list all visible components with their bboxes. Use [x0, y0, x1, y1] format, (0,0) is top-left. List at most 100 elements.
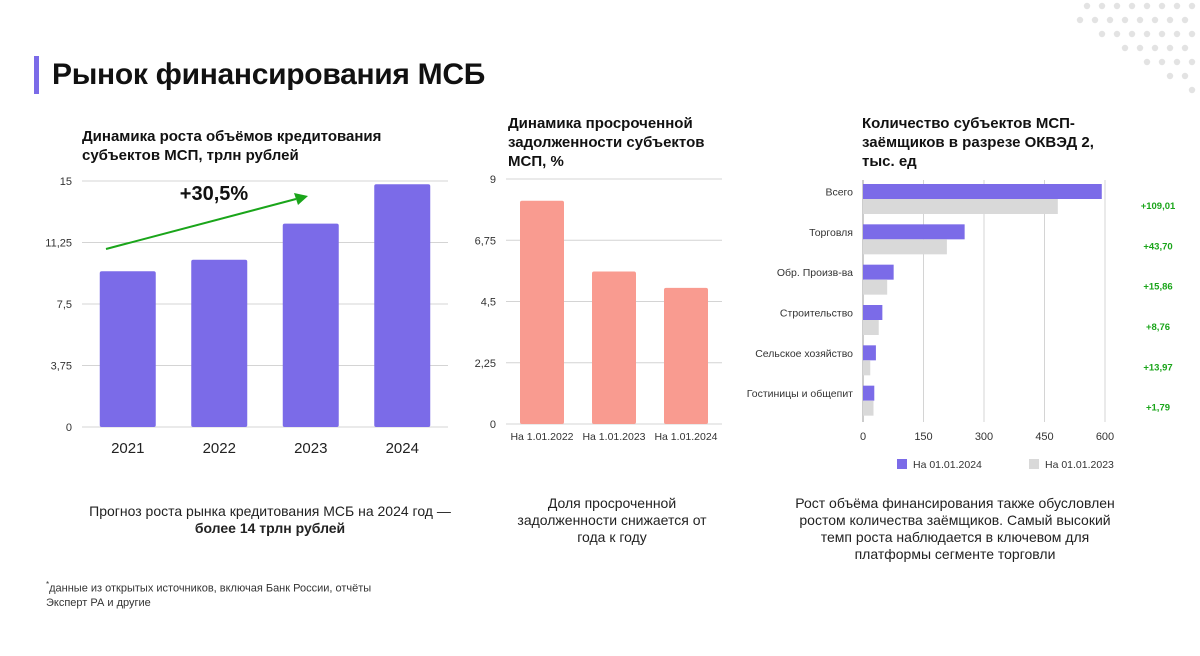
decorative-dot [1098, 30, 1106, 38]
chart3-delta-label: +1,79 [1146, 403, 1170, 414]
chart3-category-label: Строительство [780, 308, 853, 320]
chart2-ytick-label: 6,75 [475, 235, 496, 247]
decorative-dot [1151, 44, 1159, 52]
chart1-ytick-label: 0 [66, 422, 72, 434]
caption-left-bold: более 14 трлн рублей [194, 520, 346, 536]
decorative-dot [1098, 2, 1106, 10]
footnote-text: данные из открытых источников, включая Б… [46, 582, 372, 609]
chart3-category-label: Гостиницы и общепит [747, 388, 853, 400]
page-title: Рынок финансирования МСБ [52, 58, 485, 91]
decorative-dot [1113, 30, 1121, 38]
chart3-legend-swatch-2023 [1029, 459, 1039, 469]
decorative-dot [1151, 16, 1159, 24]
decorative-dot [1113, 2, 1121, 10]
chart3-xtick-label: 600 [1096, 431, 1114, 443]
caption-right: Рост объёма финансирования также обуслов… [795, 495, 1115, 562]
decorative-dot [1128, 2, 1136, 10]
chart3-category-label: Всего [825, 187, 853, 199]
chart1-xtick-label: 2024 [386, 440, 419, 457]
chart2-title: Динамика просроченной задолженности субъ… [508, 115, 705, 170]
decorative-dot [1173, 2, 1181, 10]
chart3-bar-2023 [863, 320, 879, 335]
chart2-bar [520, 200, 564, 424]
decorative-dot [1143, 30, 1151, 38]
decorative-dot [1076, 16, 1084, 24]
chart3-legend-swatch-2024 [897, 459, 907, 469]
chart3-bar-2024 [863, 264, 894, 280]
chart2-ytick-label: 0 [490, 419, 496, 431]
chart3-xtick-label: 450 [1035, 431, 1053, 443]
decorative-dots [1076, 2, 1196, 94]
chart3-legend-label-2024: На 01.01.2024 [913, 459, 982, 471]
caption-left: Прогноз роста рынка кредитования МСБ на … [70, 503, 470, 537]
decorative-dot [1188, 30, 1196, 38]
decorative-dot [1181, 44, 1189, 52]
chart2-xtick-label: На 1.01.2024 [654, 431, 717, 443]
chart-borrowers-okved: 0 150 300 450 600 Всего +109,01 Торговля +43,70 О… [747, 180, 1176, 471]
chart2-ytick-label: 9 [490, 174, 496, 186]
chart3-title: Количество субъектов МСП-заёмщиков в раз… [862, 115, 1094, 170]
chart3-bar-2023 [863, 400, 874, 416]
caption-middle: Доля просроченной задолженности снижаетс… [517, 495, 707, 545]
chart1-bar [99, 271, 156, 427]
decorative-dot [1158, 30, 1166, 38]
chart3-bar-2023 [863, 279, 888, 295]
decorative-dot [1158, 58, 1166, 66]
chart1-bar [191, 259, 248, 427]
decorative-dot [1106, 16, 1114, 24]
chart-credit-volume: 15 11,25 7,5 3,75 0 2021 2022 2023 2024 +30,5% [45, 176, 448, 457]
chart1-ytick-label: 7,5 [57, 299, 72, 311]
decorative-dot [1173, 58, 1181, 66]
decorative-dot [1173, 30, 1181, 38]
chart3-xtick-label: 0 [860, 431, 866, 443]
chart1-bar [282, 223, 339, 427]
chart-overdue-debt: 9 6,75 4,5 2,25 0 На 1.01.2022 На 1.01.2023 На … [475, 174, 722, 443]
chart1-growth-arrow-line [105, 198, 297, 250]
chart3-bar-2024 [863, 305, 883, 320]
chart1-growth-arrowhead [294, 193, 308, 205]
chart3-delta-label: +43,70 [1143, 241, 1172, 252]
chart1-xtick-label: 2021 [111, 440, 144, 457]
chart1-ytick-label: 15 [60, 176, 72, 188]
chart1-xtick-label: 2022 [203, 440, 236, 457]
chart3-delta-label: +15,86 [1143, 282, 1172, 293]
chart2-bar [592, 271, 636, 424]
decorative-dot [1083, 2, 1091, 10]
chart3-bar-2024 [863, 385, 875, 401]
chart2-ytick-label: 4,5 [481, 297, 496, 309]
decorative-dot [1121, 16, 1129, 24]
decorative-dot [1091, 16, 1099, 24]
chart3-delta-label: +13,97 [1143, 362, 1172, 373]
decorative-dot [1136, 44, 1144, 52]
chart3-xtick-label: 300 [975, 431, 993, 443]
chart1-bar [374, 184, 431, 427]
chart1-growth-annotation: +30,5% [180, 183, 249, 205]
decorative-dot [1188, 58, 1196, 66]
chart3-category-label: Обр. Произв-ва [777, 267, 853, 279]
chart1-ytick-label: 3,75 [51, 361, 72, 373]
title-accent-bar [34, 56, 39, 94]
decorative-dot [1188, 86, 1196, 94]
chart3-delta-label: +8,76 [1146, 322, 1170, 333]
decorative-dot [1121, 44, 1129, 52]
decorative-dot [1143, 58, 1151, 66]
decorative-dot [1128, 30, 1136, 38]
footnote-mark: * [46, 580, 50, 589]
chart3-category-label: Торговля [809, 227, 853, 239]
chart1-ytick-label: 11,25 [45, 238, 72, 250]
decorative-dot [1136, 16, 1144, 24]
chart2-ytick-label: 2,25 [475, 358, 496, 370]
chart3-bar-2024 [863, 345, 876, 361]
chart3-delta-label: +109,01 [1141, 201, 1176, 212]
chart3-bar-2024 [863, 224, 965, 240]
decorative-dot [1143, 2, 1151, 10]
chart2-xtick-label: На 1.01.2022 [510, 431, 573, 443]
chart1-xtick-label: 2023 [294, 440, 327, 457]
decorative-dot [1166, 16, 1174, 24]
chart2-xtick-label: На 1.01.2023 [582, 431, 645, 443]
decorative-dot [1181, 72, 1189, 80]
decorative-dot [1166, 44, 1174, 52]
chart3-bar-2024 [863, 184, 1102, 199]
chart2-bar [664, 287, 708, 424]
decorative-dot [1188, 2, 1196, 10]
